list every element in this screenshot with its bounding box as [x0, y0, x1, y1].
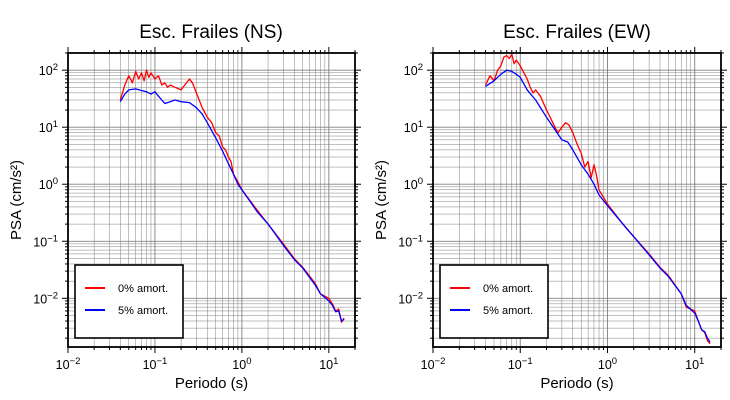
- legend-box: [74, 264, 184, 339]
- y-axis-label: PSA (cm/s²): [373, 160, 390, 240]
- x-tick-label: 101: [685, 356, 704, 372]
- chart-title: Esc. Frailes (EW): [503, 22, 651, 43]
- legend-label: 0% amort.: [483, 283, 533, 295]
- x-tick-label: 100: [598, 356, 617, 372]
- x-tick-label: 101: [319, 356, 338, 372]
- x-tick-label: 10−2: [421, 356, 446, 372]
- y-tick-label: 10−1: [398, 233, 423, 249]
- y-tick-label: 10−2: [33, 290, 58, 306]
- series-line-damped: [485, 69, 711, 343]
- x-tick-label: 100: [232, 356, 251, 372]
- legend-box: [439, 264, 549, 339]
- y-tick-label: 102: [39, 62, 58, 78]
- legend-label: 5% amort.: [118, 305, 168, 317]
- plot-frame: [67, 52, 356, 348]
- y-tick-label: 100: [39, 176, 58, 192]
- y-tick-label: 10−1: [33, 233, 58, 249]
- legend: 0% amort. 5% amort.: [439, 264, 549, 339]
- plot-frame: [432, 52, 722, 348]
- x-tick-label: 10−1: [143, 356, 168, 372]
- chart-title: Esc. Frailes (NS): [139, 22, 283, 43]
- x-tick-label: 10−2: [56, 356, 81, 372]
- y-tick-label: 101: [404, 119, 423, 135]
- chart-panel-1: 10−2 10−1 100 101 10−2 10−1 100 101 102 Esc. Frai…: [8, 22, 361, 392]
- y-axis-label: PSA (cm/s²): [8, 160, 25, 240]
- x-tick-label: 10−1: [508, 356, 533, 372]
- y-tick-label: 100: [404, 176, 423, 192]
- x-axis-label: Periodo (s): [175, 375, 248, 392]
- x-axis-label: Periodo (s): [540, 375, 613, 392]
- legend-label: 5% amort.: [483, 305, 533, 317]
- legend-label: 0% amort.: [118, 283, 168, 295]
- legend: 0% amort. 5% amort.: [74, 264, 184, 339]
- y-tick-label: 102: [404, 62, 423, 78]
- y-tick-label: 10−2: [398, 290, 423, 306]
- series-line-damped: [119, 88, 345, 322]
- y-tick-label: 101: [39, 119, 58, 135]
- chart-panel-2: 10−2 10−1 100 101 10−2 10−1 100 101 102 Esc. Frai…: [373, 22, 727, 392]
